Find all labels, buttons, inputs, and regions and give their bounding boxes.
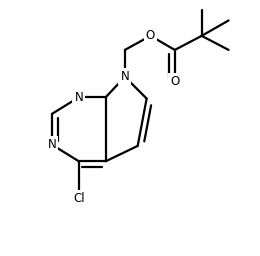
Text: O: O — [146, 29, 155, 42]
Text: N: N — [74, 91, 83, 104]
Text: Cl: Cl — [73, 192, 84, 205]
Text: N: N — [120, 70, 129, 83]
Text: N: N — [48, 138, 56, 151]
Text: O: O — [170, 76, 179, 88]
